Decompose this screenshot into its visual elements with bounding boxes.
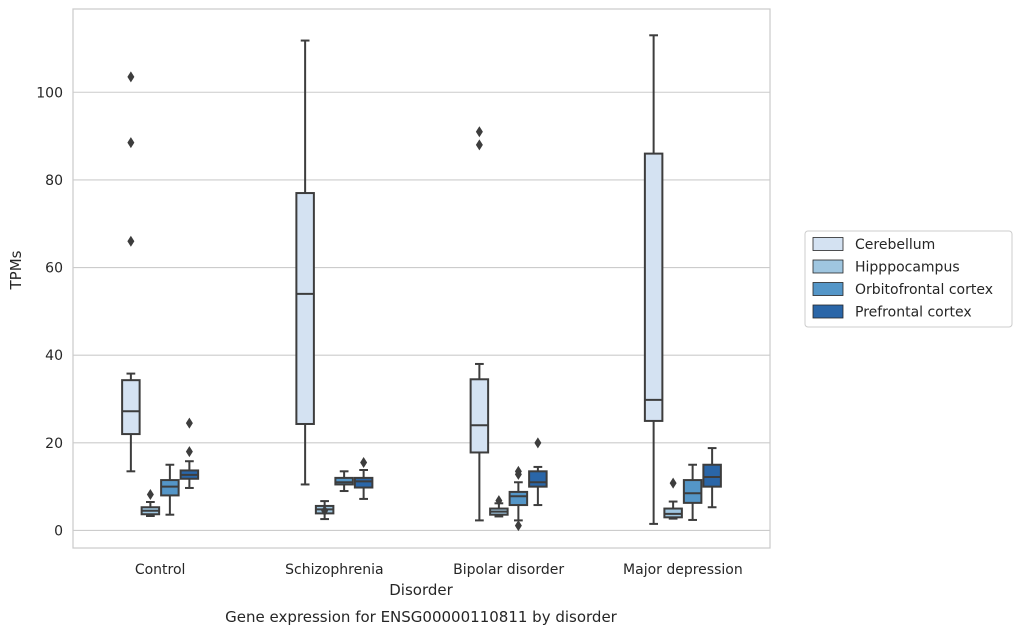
gridlines xyxy=(73,91,770,532)
box-group xyxy=(682,463,703,521)
box-group xyxy=(334,470,354,493)
y-tick-label: 40 xyxy=(45,348,63,364)
legend-label: Hipppocampus xyxy=(855,260,960,276)
outlier-point xyxy=(127,137,135,149)
outlier-point xyxy=(360,457,368,469)
outlier-point xyxy=(514,465,522,477)
outlier-point xyxy=(514,520,522,532)
box-group xyxy=(469,126,490,522)
legend-swatch xyxy=(812,282,844,296)
x-axis-label: Disorder xyxy=(389,581,453,599)
box-group xyxy=(489,495,509,518)
box xyxy=(528,470,548,488)
outlier-point xyxy=(321,505,329,517)
legend-label: Orbitofrontal cortex xyxy=(855,282,993,298)
legend-swatch xyxy=(812,237,844,251)
box-group xyxy=(295,39,315,486)
outlier-point xyxy=(669,477,677,489)
x-tick-label: Control xyxy=(135,562,186,578)
box xyxy=(121,379,141,436)
box-group xyxy=(314,500,335,521)
legend-swatch xyxy=(812,259,844,274)
legend: Cerebellum Hipppocampus Orbitofrontal cort… xyxy=(804,230,1013,328)
legend-frame xyxy=(804,230,1013,328)
outlier-point xyxy=(185,446,193,458)
y-tick-label: 60 xyxy=(45,261,63,277)
box-group xyxy=(508,465,529,532)
y-axis-label: TPMs xyxy=(7,250,25,290)
x-tick-labels: Control Schizophrenia Bipolar disorder Majo… xyxy=(135,562,743,578)
box-group xyxy=(140,489,161,518)
outlier-point xyxy=(475,139,483,151)
box xyxy=(295,192,315,425)
boxplot-boxes xyxy=(121,34,722,532)
outlier-point xyxy=(495,495,503,507)
y-tick-label: 80 xyxy=(45,173,63,189)
box-group xyxy=(702,447,722,509)
y-tick-label: 20 xyxy=(45,436,63,452)
outlier-point xyxy=(127,235,135,247)
legend-label: Prefrontal cortex xyxy=(855,305,972,321)
y-tick-label: 100 xyxy=(36,85,63,101)
outlier-point xyxy=(127,71,135,83)
box xyxy=(160,479,180,497)
box-group xyxy=(663,477,683,520)
legend-swatch xyxy=(812,304,844,319)
box-group xyxy=(121,71,141,473)
y-tick-labels: 0 20 40 60 80 100 xyxy=(36,85,63,539)
y-tick-label: 0 xyxy=(54,523,63,539)
box xyxy=(508,490,529,507)
box-group xyxy=(643,34,664,525)
box-group xyxy=(160,463,180,516)
box-group xyxy=(528,437,548,507)
box xyxy=(643,152,664,422)
box xyxy=(682,479,703,504)
x-tick-label: Bipolar disorder xyxy=(453,562,564,578)
legend-label: Cerebellum xyxy=(855,237,935,253)
outlier-point xyxy=(146,489,154,501)
plot-frame xyxy=(72,8,771,549)
box xyxy=(353,476,374,489)
box xyxy=(334,476,354,486)
box-group xyxy=(179,417,200,489)
box xyxy=(702,463,722,488)
box-group xyxy=(353,457,374,500)
outlier-point xyxy=(185,417,193,429)
box xyxy=(469,378,490,454)
outlier-point xyxy=(475,126,483,138)
chart-caption: Gene expression for ENSG00000110811 by d… xyxy=(225,608,618,626)
outlier-point xyxy=(534,437,542,449)
x-tick-label: Schizophrenia xyxy=(285,562,383,578)
x-tick-label: Major depression xyxy=(623,562,743,578)
